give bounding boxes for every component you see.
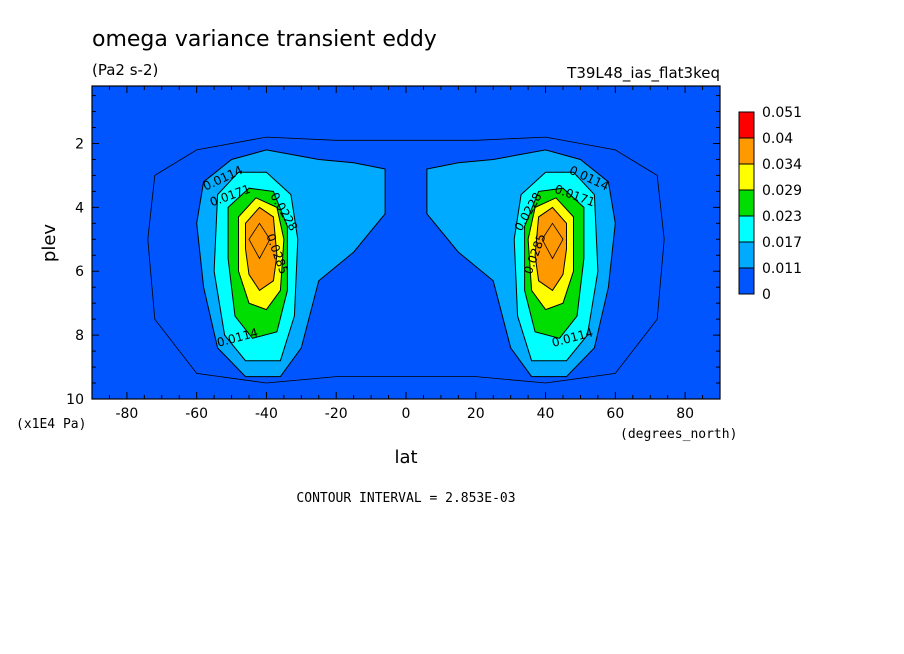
x-tick-label: 0 (402, 406, 411, 422)
x-tick-label: 80 (676, 406, 694, 422)
colorbar-label: 0.023 (762, 209, 802, 225)
colorbar-label: 0.011 (762, 261, 802, 277)
chart-title: omega variance transient eddy (92, 27, 437, 52)
colorbar-swatch (738, 267, 755, 295)
colorbar: 0.051 0.04 0.034 0.029 0.023 0.017 0.011 0 (738, 105, 802, 303)
units-subtitle: (Pa2 s-2) (92, 61, 158, 79)
contour-outer-envelope (147, 136, 665, 384)
plot-background (92, 86, 720, 399)
contour-interval-text: CONTOUR INTERVAL = 2.853E-03 (296, 491, 515, 506)
x-tick-label: 60 (606, 406, 624, 422)
x-tick-label: -20 (325, 406, 348, 422)
colorbar-swatch (738, 189, 755, 217)
contour-inner-left (248, 222, 271, 260)
x-axis-label: lat (394, 447, 417, 468)
contour-inner-right (541, 222, 564, 260)
x-tick-label: -60 (185, 406, 208, 422)
y-tick-label: 4 (75, 200, 84, 216)
y-axis-label: plev (39, 224, 60, 263)
colorbar-swatch (738, 163, 755, 191)
colorbar-label: 0.034 (762, 157, 802, 173)
colorbar-label: 0.017 (762, 235, 802, 251)
experiment-label: T39L48_ias_flat3keq (566, 64, 720, 83)
x-tick-label: -80 (115, 406, 138, 422)
y-units-label: (x1E4 Pa) (16, 417, 86, 432)
x-tick-label: -40 (255, 406, 278, 422)
colorbar-swatch (738, 241, 755, 269)
y-tick-label: 10 (66, 392, 84, 408)
contour-fills (147, 136, 665, 384)
axis-ticks: -80 -60 -40 -20 0 20 40 60 80 2 4 6 8 10 (66, 86, 721, 422)
colorbar-swatch (738, 137, 755, 165)
contour-fill-left-0034 (245, 206, 278, 292)
y-tick-label: 6 (75, 264, 84, 280)
colorbar-swatch (738, 111, 755, 139)
x-units-label: (degrees_north) (620, 427, 737, 442)
colorbar-label: 0.051 (762, 105, 802, 121)
contour-fill-right-0034 (534, 206, 567, 292)
y-tick-label: 8 (75, 328, 84, 344)
y-tick-label: 2 (75, 136, 84, 152)
x-tick-label: 40 (537, 406, 555, 422)
x-tick-label: 20 (467, 406, 485, 422)
colorbar-label: 0 (762, 287, 771, 303)
colorbar-swatch (738, 215, 755, 243)
colorbar-label: 0.029 (762, 183, 802, 199)
colorbar-label: 0.04 (762, 131, 793, 147)
